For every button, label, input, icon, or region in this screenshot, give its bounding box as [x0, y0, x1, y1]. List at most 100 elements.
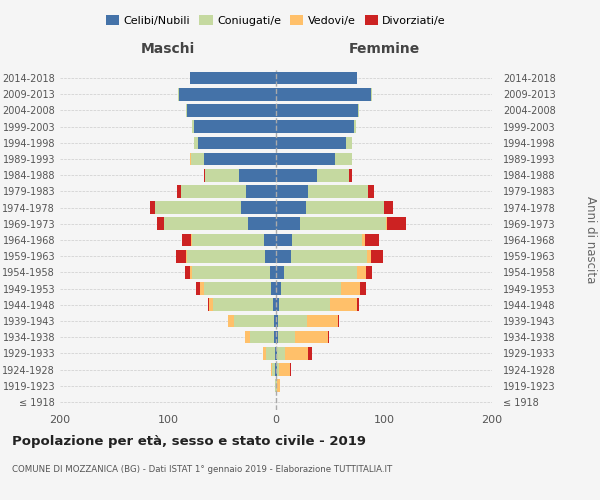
Bar: [328, 331, 329, 344]
Bar: [191, 234, 192, 246]
Bar: [265, 250, 276, 262]
Bar: [279, 298, 330, 311]
Bar: [358, 104, 359, 117]
Bar: [239, 169, 276, 181]
Bar: [276, 314, 278, 328]
Bar: [276, 202, 306, 214]
Bar: [203, 152, 276, 166]
Bar: [269, 266, 276, 278]
Bar: [300, 218, 386, 230]
Bar: [194, 136, 198, 149]
Bar: [192, 120, 194, 133]
Bar: [278, 314, 307, 328]
Bar: [365, 266, 372, 278]
Bar: [276, 88, 371, 101]
Bar: [272, 363, 275, 376]
Bar: [203, 282, 271, 295]
Bar: [176, 185, 181, 198]
Bar: [187, 104, 276, 117]
Bar: [276, 136, 346, 149]
Bar: [371, 250, 383, 262]
Bar: [276, 298, 279, 311]
Bar: [192, 266, 269, 278]
Bar: [295, 331, 328, 344]
Bar: [264, 234, 276, 246]
Bar: [349, 169, 352, 181]
Bar: [191, 152, 203, 166]
Bar: [194, 120, 276, 133]
Bar: [278, 331, 295, 344]
Bar: [203, 169, 205, 181]
Bar: [275, 347, 276, 360]
Bar: [365, 234, 379, 246]
Bar: [357, 298, 359, 311]
Bar: [284, 266, 357, 278]
Bar: [234, 314, 274, 328]
Bar: [354, 120, 356, 133]
Bar: [308, 347, 311, 360]
Bar: [196, 282, 200, 295]
Bar: [360, 282, 365, 295]
Bar: [346, 136, 352, 149]
Bar: [187, 250, 265, 262]
Bar: [387, 218, 406, 230]
Bar: [275, 363, 276, 376]
Bar: [179, 88, 276, 101]
Bar: [341, 282, 360, 295]
Bar: [371, 88, 372, 101]
Bar: [181, 185, 246, 198]
Bar: [248, 218, 276, 230]
Bar: [198, 136, 276, 149]
Bar: [275, 380, 276, 392]
Bar: [271, 363, 272, 376]
Bar: [178, 88, 179, 101]
Bar: [271, 282, 276, 295]
Bar: [276, 152, 335, 166]
Bar: [317, 169, 349, 181]
Bar: [157, 218, 164, 230]
Bar: [276, 185, 308, 198]
Legend: Celibi/Nubili, Coniugati/e, Vedovi/e, Divorziati/e: Celibi/Nubili, Coniugati/e, Vedovi/e, Di…: [101, 10, 451, 30]
Bar: [276, 347, 277, 360]
Bar: [192, 234, 264, 246]
Text: Popolazione per età, sesso e stato civile - 2019: Popolazione per età, sesso e stato civil…: [12, 435, 366, 448]
Bar: [241, 202, 276, 214]
Bar: [292, 234, 362, 246]
Bar: [330, 298, 357, 311]
Bar: [266, 347, 275, 360]
Bar: [214, 298, 273, 311]
Bar: [276, 250, 291, 262]
Text: Maschi: Maschi: [141, 42, 195, 56]
Bar: [357, 266, 365, 278]
Bar: [335, 152, 352, 166]
Bar: [250, 331, 274, 344]
Bar: [164, 218, 248, 230]
Bar: [274, 314, 276, 328]
Bar: [284, 347, 308, 360]
Bar: [176, 250, 187, 262]
Bar: [276, 266, 284, 278]
Bar: [368, 185, 374, 198]
Bar: [190, 266, 192, 278]
Bar: [276, 331, 278, 344]
Text: COMUNE DI MOZZANICA (BG) - Dati ISTAT 1° gennaio 2019 - Elaborazione TUTTITALIA.: COMUNE DI MOZZANICA (BG) - Dati ISTAT 1°…: [12, 465, 392, 474]
Bar: [245, 331, 250, 344]
Bar: [281, 282, 341, 295]
Bar: [290, 363, 291, 376]
Bar: [308, 185, 368, 198]
Text: Femmine: Femmine: [349, 42, 419, 56]
Text: Anni di nascita: Anni di nascita: [584, 196, 597, 284]
Bar: [306, 202, 384, 214]
Bar: [229, 314, 234, 328]
Bar: [205, 169, 239, 181]
Bar: [276, 218, 300, 230]
Bar: [277, 380, 280, 392]
Bar: [276, 363, 277, 376]
Bar: [246, 185, 276, 198]
Bar: [279, 363, 290, 376]
Bar: [182, 234, 191, 246]
Bar: [276, 234, 292, 246]
Bar: [276, 282, 281, 295]
Bar: [276, 169, 317, 181]
Bar: [209, 298, 214, 311]
